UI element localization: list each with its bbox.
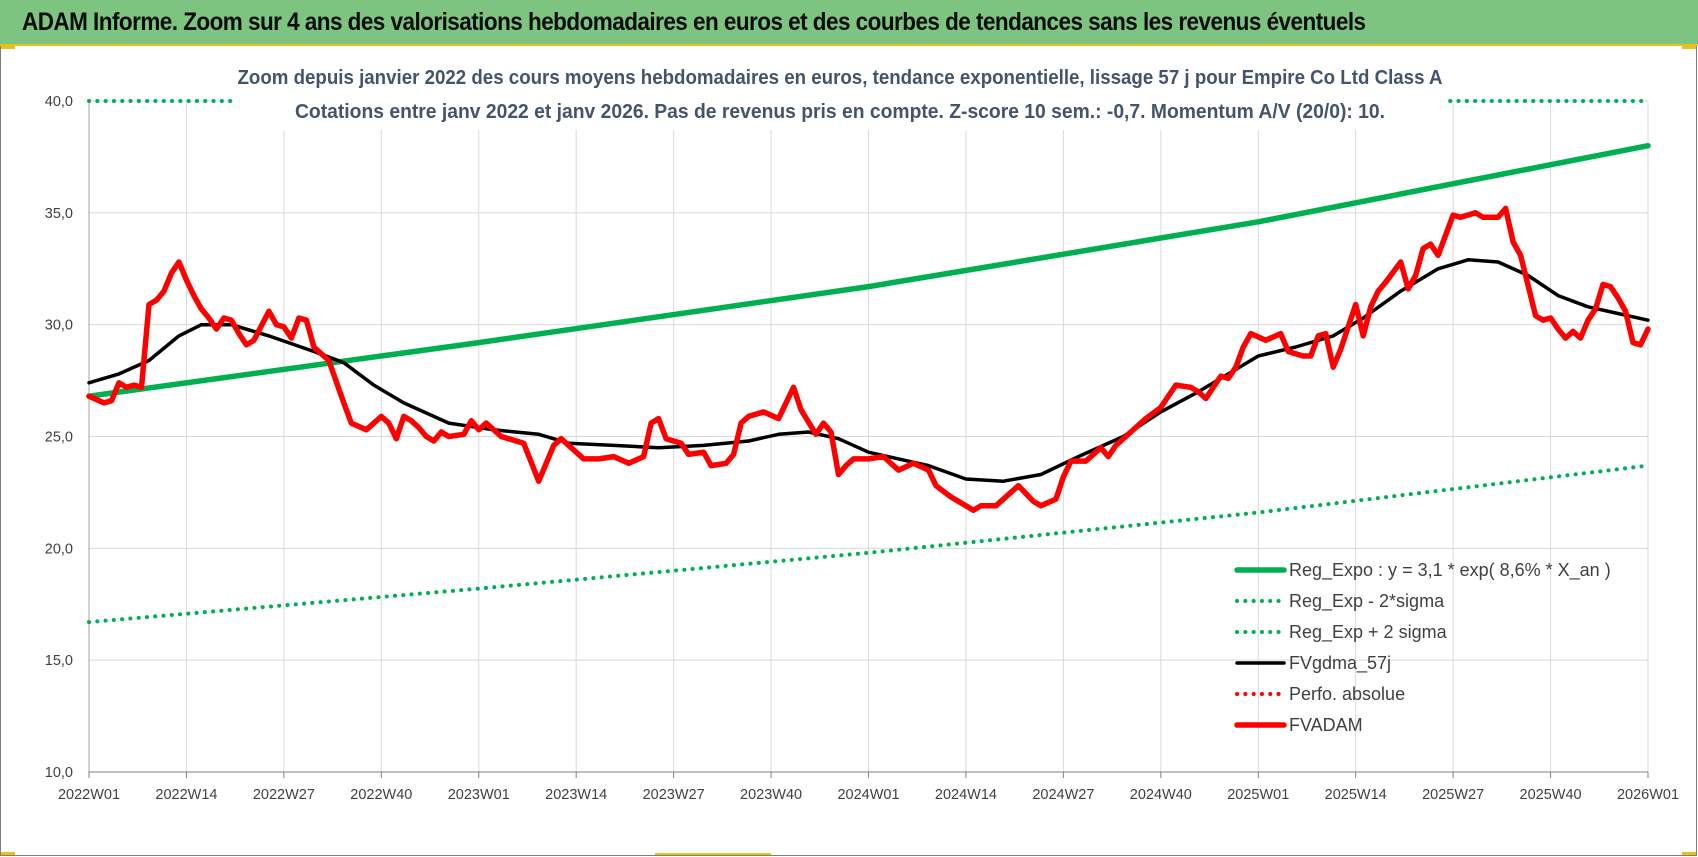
handle-mark (655, 853, 771, 855)
y-tick-label: 25,0 (45, 430, 73, 446)
grid (88, 100, 1649, 773)
x-tick-label: 2026W01 (1617, 787, 1679, 803)
x-tick-label: 2023W01 (448, 787, 510, 803)
y-tick-label: 15,0 (45, 653, 73, 669)
corner-mark (1, 852, 15, 855)
x-tick-label: 2023W27 (643, 787, 705, 803)
x-tick-label: 2025W01 (1227, 787, 1289, 803)
y-tick-label: 10,0 (45, 765, 73, 781)
y-tick-label: 30,0 (45, 318, 73, 334)
x-tick-label: 2023W40 (740, 787, 802, 803)
legend-perfo-absolue-label: Perfo. absolue (1289, 684, 1405, 704)
axes: 10,0 15,0 20,0 25,0 30,0 35,0 40,0 2022W01 2022W… (45, 94, 1679, 803)
reg-expo-line (86, 142, 1651, 399)
corner-mark (1, 46, 15, 49)
x-tick-label: 2025W14 (1325, 787, 1387, 803)
y-tick-label: 35,0 (45, 206, 73, 222)
legend-reg-exp-plus-label: Reg_Exp + 2 sigma (1289, 622, 1448, 643)
y-tick-label: 40,0 (45, 94, 73, 110)
x-tick-label: 2024W01 (837, 787, 899, 803)
legend-reg-exp-minus-label: Reg_Exp - 2*sigma (1289, 591, 1445, 612)
fvadam-line (86, 205, 1651, 514)
chart-title-line2: Cotations entre janv 2022 et janv 2026. … (295, 101, 1385, 123)
x-tick-label: 2023W14 (545, 787, 607, 803)
legend-fvgdma-label: FVgdma_57j (1289, 653, 1391, 674)
x-tick-label: 2022W40 (350, 787, 412, 803)
corner-mark (1682, 46, 1696, 49)
x-tick-label: 2024W40 (1130, 787, 1192, 803)
chart-frame: 10,0 15,0 20,0 25,0 30,0 35,0 40,0 2022W01 2022W… (0, 46, 1697, 856)
line-chart: 10,0 15,0 20,0 25,0 30,0 35,0 40,0 2022W01 2022W… (45, 56, 1679, 803)
x-tick-label: 2024W14 (935, 787, 997, 803)
legend: Reg_Expo : y = 3,1 * exp( 8,6% * X_an ) R… (1234, 560, 1611, 735)
x-tick-label: 2025W27 (1422, 787, 1484, 803)
y-tick-label: 20,0 (45, 541, 73, 557)
x-tick-label: 2024W27 (1032, 787, 1094, 803)
title-backdrop (233, 56, 1448, 130)
chart-title-line1: Zoom depuis janvier 2022 des cours moyen… (238, 67, 1443, 89)
x-tick-label: 2022W27 (253, 787, 315, 803)
header-bar: ADAM Informe. Zoom sur 4 ans des valoris… (0, 0, 1698, 46)
legend-fvadam-label: FVADAM (1289, 715, 1363, 735)
x-tick-label: 2022W14 (155, 787, 217, 803)
x-tick-label: 2022W01 (58, 787, 120, 803)
corner-mark (1682, 852, 1696, 855)
report-title: ADAM Informe. Zoom sur 4 ans des valoris… (22, 8, 1366, 36)
legend-reg-expo-label: Reg_Expo : y = 3,1 * exp( 8,6% * X_an ) (1289, 560, 1611, 581)
x-tick-label: 2025W40 (1520, 787, 1582, 803)
